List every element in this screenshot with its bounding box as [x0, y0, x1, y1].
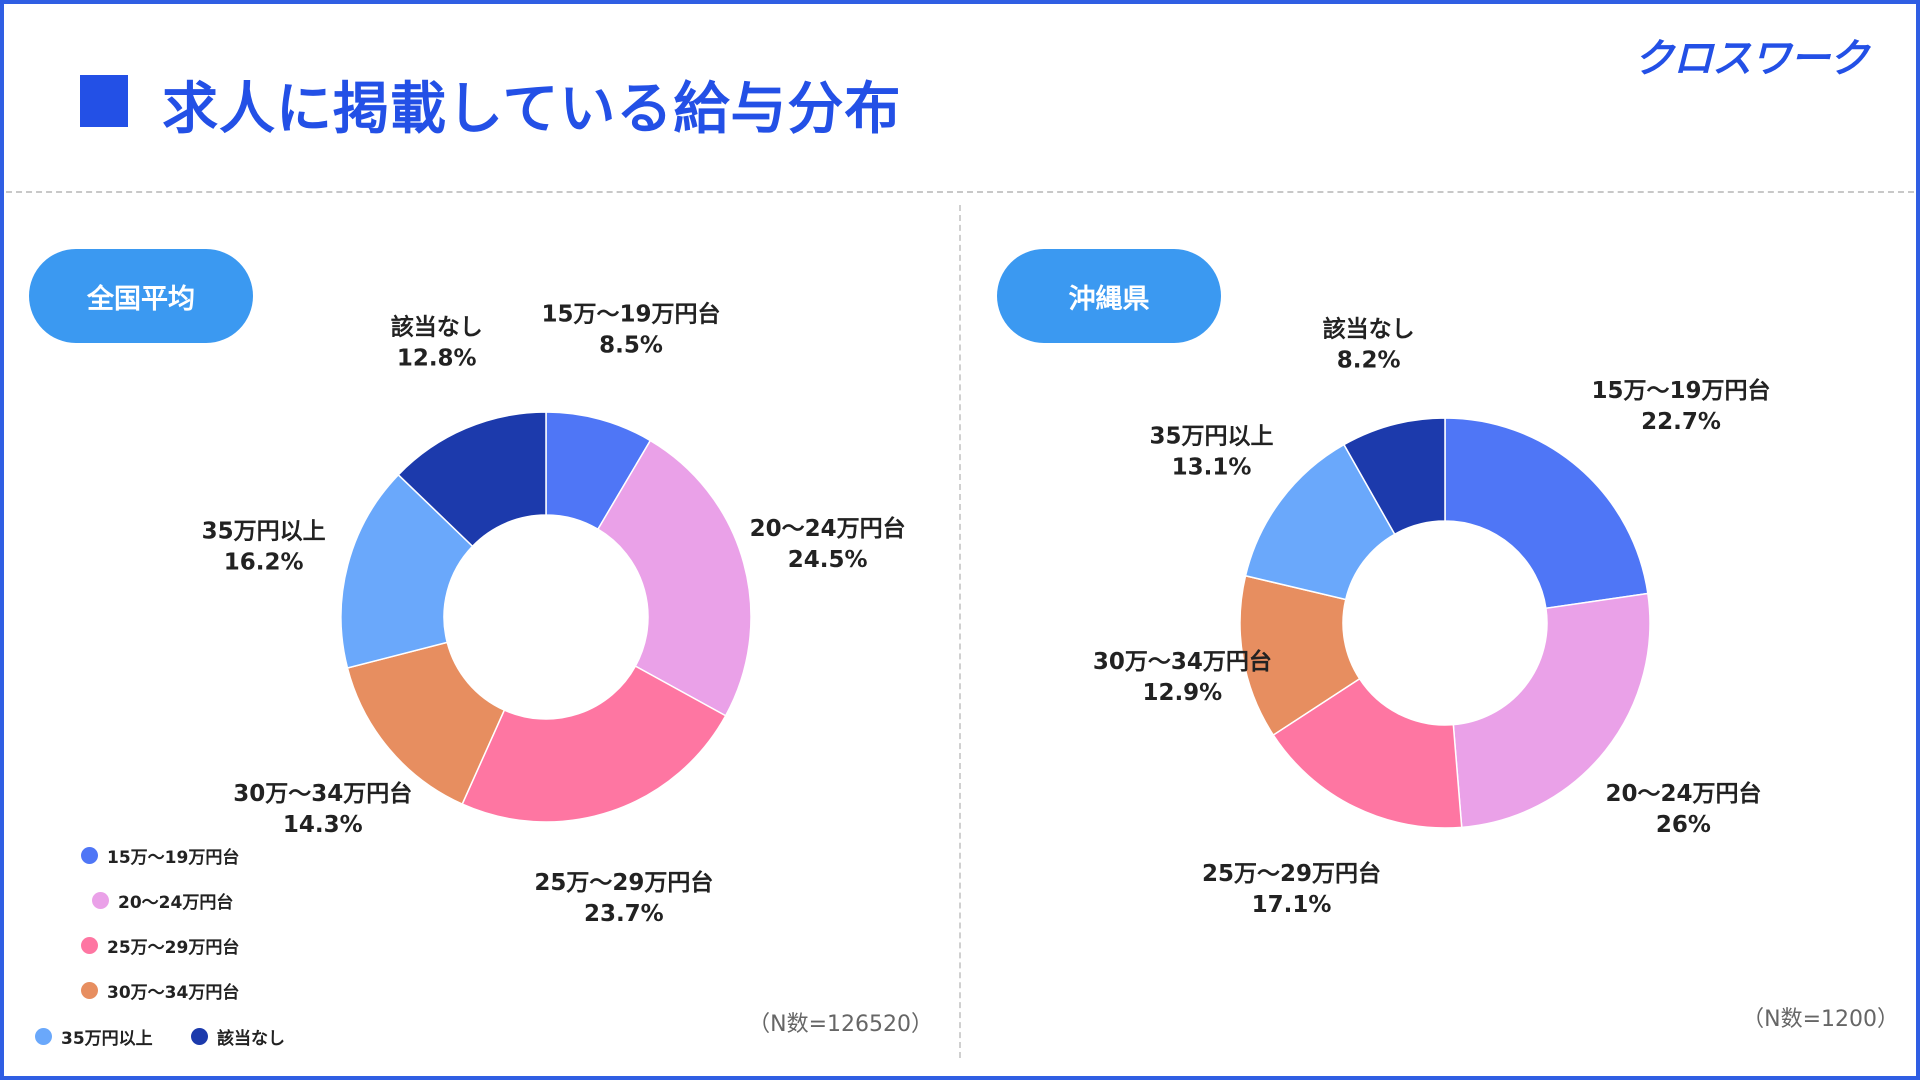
slice-okinawa-35-plus: [1244, 443, 1396, 601]
legend-item-35-plus: 35万円以上: [35, 1024, 153, 1049]
label-category-national-30-34: 30万～34万円台: [233, 780, 412, 807]
slice-national-25-29: [461, 665, 727, 823]
legend-dot-30-34: [81, 982, 98, 999]
legend-dot-35-plus: [35, 1028, 52, 1045]
legend-label: 25万～29万円台: [107, 938, 240, 958]
label-value-national-30-34: 14.3%: [283, 812, 363, 838]
chart-title-national: 全国平均: [29, 249, 253, 343]
label-category-national-20-24: 20～24万円台: [750, 515, 906, 542]
chart-title-okinawa: 沖縄県: [997, 249, 1221, 343]
label-category-okinawa-20-24: 20～24万円台: [1605, 780, 1761, 807]
label-value-okinawa-20-24: 26%: [1656, 812, 1711, 838]
label-category-national-25-29: 25万～29万円台: [534, 869, 713, 896]
slice-national-35-plus: [340, 473, 474, 669]
label-category-national-15-19: 15万～19万円台: [542, 300, 721, 327]
legend-dot-20-24: [92, 892, 109, 909]
legend-dot-15-19: [81, 847, 98, 864]
legend-item-none: 該当なし: [191, 1024, 285, 1049]
slice-okinawa-none: [1342, 417, 1446, 536]
slice-national-none: [397, 411, 547, 548]
label-value-okinawa-35-plus: 13.1%: [1172, 455, 1252, 481]
header-divider: [6, 191, 1914, 193]
legend-label: 15万～19万円台: [107, 848, 240, 868]
slice-okinawa-20-24: [1452, 592, 1651, 829]
legend-label: 該当なし: [217, 1029, 285, 1049]
legend-dot-none: [191, 1028, 208, 1045]
panel-divider: [959, 205, 961, 1058]
legend-item-20-24: 20～24万円台: [92, 888, 233, 913]
label-value-national-none: 12.8%: [397, 345, 477, 371]
label-category-okinawa-25-29: 25万～29万円台: [1202, 860, 1381, 887]
legend-item-25-29: 25万～29万円台: [81, 933, 239, 958]
label-value-national-25-29: 23.7%: [584, 901, 664, 927]
sample-size-okinawa: （N数=1200）: [1742, 1007, 1899, 1032]
label-category-okinawa-15-19: 15万～19万円台: [1592, 377, 1771, 404]
legend-item-15-19: 15万～19万円台: [81, 843, 239, 868]
slice-okinawa-15-19: [1444, 417, 1649, 610]
label-category-okinawa-none: 該当なし: [1323, 316, 1415, 343]
legend-label: 20～24万円台: [118, 893, 234, 913]
label-category-national-35-plus: 35万円以上: [202, 519, 326, 545]
slice-national-30-34: [346, 641, 506, 806]
label-value-okinawa-30-34: 12.9%: [1142, 680, 1222, 706]
label-value-okinawa-15-19: 22.7%: [1641, 409, 1721, 435]
label-value-okinawa-none: 8.2%: [1337, 348, 1401, 374]
label-value-national-15-19: 8.5%: [599, 332, 663, 358]
label-category-national-none: 該当なし: [391, 313, 483, 340]
legend-dot-25-29: [81, 937, 98, 954]
slice-national-20-24: [596, 439, 752, 717]
legend-item-30-34: 30万～34万円台: [81, 978, 239, 1003]
title-marker: [80, 75, 128, 127]
label-value-national-20-24: 24.5%: [788, 547, 868, 573]
legend-label: 30万～34万円台: [107, 983, 240, 1003]
label-value-okinawa-25-29: 17.1%: [1252, 892, 1332, 918]
sample-size-national: （N数=126520）: [748, 1012, 933, 1037]
page-title: 求人に掲載している給与分布: [162, 77, 902, 142]
label-category-okinawa-30-34: 30万～34万円台: [1093, 648, 1272, 675]
label-category-okinawa-35-plus: 35万円以上: [1149, 424, 1273, 450]
label-value-national-35-plus: 16.2%: [224, 550, 304, 576]
legend-label: 35万円以上: [61, 1029, 153, 1049]
brand-logo: クロスワーク: [1634, 36, 1869, 82]
slice-okinawa-25-29: [1272, 677, 1463, 829]
